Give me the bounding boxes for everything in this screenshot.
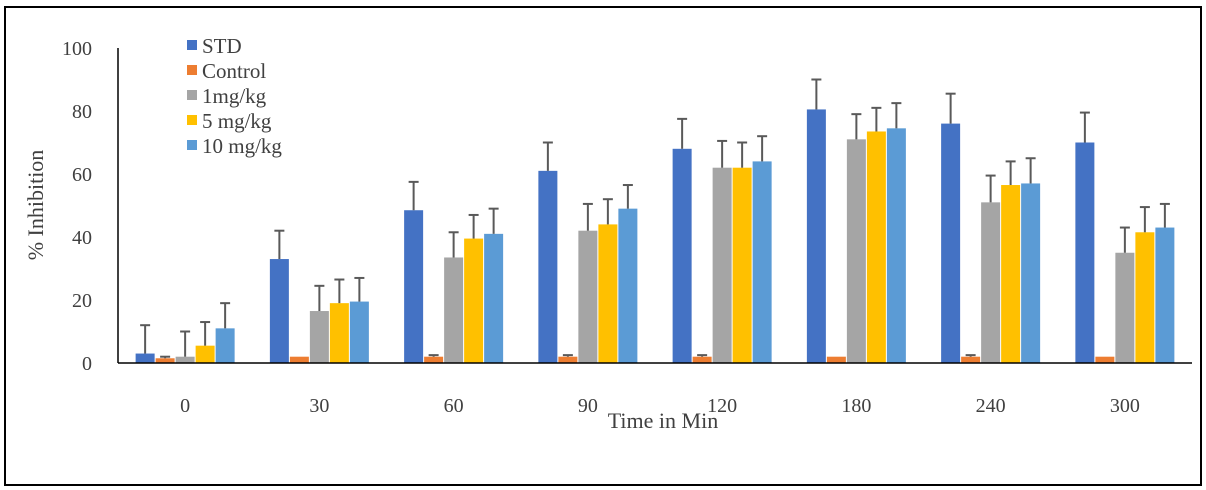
bar-120-series-2 bbox=[712, 167, 732, 363]
bar-30-series-1 bbox=[289, 356, 309, 363]
bar-240-series-2 bbox=[981, 202, 1001, 363]
legend-label: STD bbox=[202, 34, 242, 58]
bar-120-series-0 bbox=[672, 148, 692, 363]
y-tick-label: 40 bbox=[72, 227, 92, 249]
bar-180-series-2 bbox=[846, 139, 866, 363]
bar-60-series-1 bbox=[424, 356, 444, 363]
bar-0-series-3 bbox=[195, 345, 215, 363]
bar-120-series-3 bbox=[732, 167, 752, 363]
bar-300-series-1 bbox=[1095, 356, 1115, 363]
bar-240-series-0 bbox=[941, 123, 961, 363]
bar-240-series-1 bbox=[961, 356, 981, 363]
bar-240-series-4 bbox=[1021, 183, 1041, 363]
bar-90-series-4 bbox=[618, 208, 638, 363]
x-tick-label: 180 bbox=[841, 395, 871, 417]
bar-60-series-4 bbox=[484, 233, 504, 363]
bar-0-series-2 bbox=[175, 356, 195, 363]
bar-60-series-2 bbox=[444, 257, 464, 363]
bar-180-series-4 bbox=[886, 128, 906, 363]
bar-30-series-3 bbox=[329, 303, 349, 363]
x-tick-label: 90 bbox=[578, 395, 598, 417]
y-tick-label: 0 bbox=[82, 353, 92, 375]
bar-180-series-1 bbox=[826, 356, 846, 363]
bar-60-series-3 bbox=[464, 238, 484, 363]
legend-label: 1mg/kg bbox=[202, 84, 267, 108]
bar-90-series-1 bbox=[558, 356, 578, 363]
x-axis-title: Time in Min bbox=[608, 408, 718, 433]
bar-300-series-2 bbox=[1115, 252, 1135, 363]
bar-30-series-0 bbox=[269, 259, 289, 363]
legend-label: 5 mg/kg bbox=[202, 109, 272, 133]
bar-0-series-4 bbox=[215, 328, 235, 363]
x-tick-label: 300 bbox=[1110, 395, 1140, 417]
bar-300-series-3 bbox=[1135, 232, 1155, 363]
y-tick-label: 20 bbox=[72, 290, 92, 312]
axis-layer: 0 20 40 60 80 100 0 30 60 90 120 180 240 300 bbox=[62, 38, 1192, 417]
bars-layer bbox=[135, 78, 1175, 363]
bar-0-series-1 bbox=[155, 358, 175, 363]
bar-180-series-3 bbox=[866, 131, 886, 363]
x-tick-label: 120 bbox=[707, 395, 737, 417]
y-tick-label: 60 bbox=[72, 164, 92, 186]
bar-120-series-4 bbox=[752, 161, 772, 363]
legend-swatch bbox=[187, 140, 197, 150]
x-tick-label: 30 bbox=[309, 395, 329, 417]
y-tick-label: 100 bbox=[62, 38, 92, 60]
bar-300-series-0 bbox=[1075, 142, 1095, 363]
legend-swatch bbox=[187, 115, 197, 125]
x-tick-label: 0 bbox=[180, 395, 190, 417]
legend-swatch bbox=[187, 65, 197, 75]
legend-swatch bbox=[187, 40, 197, 50]
bar-120-series-1 bbox=[692, 356, 712, 363]
bar-90-series-2 bbox=[578, 230, 598, 363]
bar-30-series-2 bbox=[309, 311, 329, 363]
bar-90-series-0 bbox=[538, 170, 558, 363]
bar-60-series-0 bbox=[404, 210, 424, 363]
legend-swatch bbox=[187, 90, 197, 100]
x-tick-label: 240 bbox=[976, 395, 1006, 417]
y-tick-label: 80 bbox=[72, 101, 92, 123]
y-axis-title: % Inhibition bbox=[23, 150, 48, 261]
bar-300-series-4 bbox=[1155, 227, 1175, 363]
bar-0-series-0 bbox=[135, 353, 155, 363]
bar-90-series-3 bbox=[598, 224, 618, 363]
bar-240-series-3 bbox=[1001, 185, 1021, 363]
legend-label: Control bbox=[202, 59, 266, 83]
bar-30-series-4 bbox=[349, 301, 369, 363]
bar-180-series-0 bbox=[806, 109, 826, 363]
legend-label: 10 mg/kg bbox=[202, 134, 282, 158]
x-tick-label: 60 bbox=[444, 395, 464, 417]
